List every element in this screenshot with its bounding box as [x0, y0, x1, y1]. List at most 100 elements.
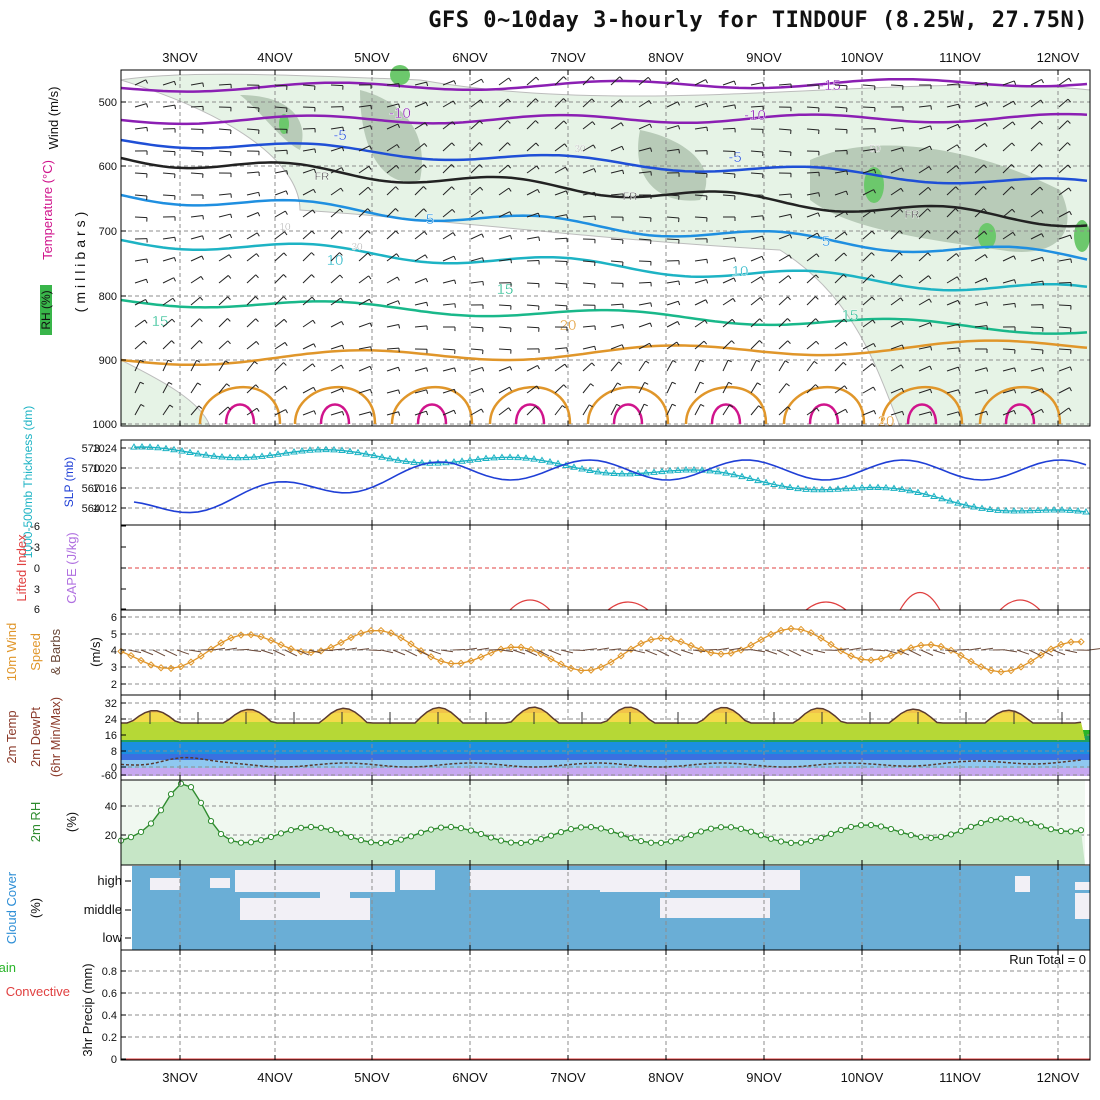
wind-barb-flag: [787, 318, 791, 322]
wind-barb: [274, 149, 288, 152]
wind-speed-marker: [397, 634, 405, 642]
wind-barb-flag: [452, 232, 456, 237]
wind-barb-flag: [451, 142, 455, 147]
wind-barb-flag: [842, 361, 847, 366]
thickness-marker: [234, 453, 242, 461]
thickness-marker: [642, 469, 650, 476]
ylabel-cape: CAPE (J/kg): [64, 532, 79, 604]
wind-barb-flag: [843, 252, 847, 257]
wind-barb-flag: [538, 236, 541, 241]
thickness-marker: [722, 469, 730, 476]
wind-barb-flag: [844, 341, 848, 346]
thickness-marker: [986, 505, 994, 513]
wind-barb: [190, 360, 197, 372]
wind-barb: [442, 142, 453, 152]
wind-barb: [946, 230, 957, 240]
wind-barb: [330, 167, 342, 174]
thickness-marker: [570, 463, 578, 470]
wind-barb-flag: [1039, 142, 1043, 146]
wind-barb-flag: [844, 385, 848, 390]
wind-barb-flag: [368, 166, 372, 170]
thickness-marker: [802, 485, 810, 492]
wind-barb: [526, 236, 539, 240]
wind-barb: [722, 127, 736, 130]
wind-barb: [862, 252, 872, 262]
cloud-fill: [1015, 876, 1030, 892]
rh-marker: [637, 837, 645, 845]
rh-marker: [997, 815, 1005, 822]
temp-contour-30: [710, 403, 742, 425]
wind-barb: [358, 104, 371, 108]
wind-barb: [274, 342, 286, 350]
wind-barb: [356, 648, 370, 651]
wind-barb: [1058, 120, 1068, 130]
wind-barb-flag: [1041, 79, 1044, 84]
wind-barb: [1058, 98, 1069, 108]
wind-barb: [638, 281, 652, 284]
wind-barb: [302, 274, 312, 284]
rh-marker: [847, 823, 855, 831]
wind-barb: [246, 212, 259, 218]
wind-barb: [274, 170, 287, 174]
temp-contour-30: [416, 403, 448, 425]
rh-marker: [647, 839, 655, 846]
temp-contour-30: [906, 403, 938, 425]
wind-barb: [610, 99, 621, 108]
wind-barb-flag: [451, 209, 456, 213]
ylabel-barbs: & Barbs: [48, 628, 63, 675]
wind-barb-flag: [563, 384, 567, 388]
wind-barb-flag: [958, 104, 961, 109]
thickness-marker: [266, 451, 274, 458]
wind-barb-flag: [1014, 279, 1017, 284]
wind-barb-flag: [257, 212, 261, 217]
wind-barb-flag: [986, 82, 989, 87]
wind-barb: [218, 340, 229, 350]
wind-barb-flag: [146, 127, 148, 132]
wind-barb-flag: [145, 299, 148, 304]
wind-barb-flag: [284, 231, 288, 236]
wind-barb: [620, 649, 634, 652]
wind-barb: [386, 276, 398, 284]
rh-marker: [667, 838, 675, 845]
wind-barb-flag: [986, 301, 989, 306]
wind-barb: [806, 171, 820, 174]
wind-barb: [190, 235, 203, 240]
wind-barb-flag: [226, 383, 231, 387]
wind-barb-flag: [618, 361, 623, 365]
wind-barb-flag: [1011, 164, 1015, 168]
wind-barb-flag: [312, 363, 316, 368]
wind-barb: [722, 172, 735, 175]
wind-barb: [526, 165, 538, 174]
wind-barb: [582, 383, 591, 394]
wind-barb-flag: [370, 411, 373, 416]
wind-barb: [974, 122, 986, 130]
wind-barb-flag: [395, 208, 399, 212]
wind-barb-flag: [818, 192, 821, 197]
wind-barb: [476, 647, 490, 651]
rh-marker: [507, 839, 515, 846]
wind-barb: [1040, 649, 1054, 657]
wind-speed-marker: [267, 636, 275, 645]
wind-barb-flag: [902, 147, 905, 152]
wind-speed-marker: [1007, 666, 1015, 675]
wind-barb: [1002, 208, 1013, 218]
wind-barb-flag: [508, 407, 512, 412]
thickness-marker: [290, 448, 298, 455]
wind-barb: [1030, 388, 1043, 394]
wind-barb-flag: [1013, 100, 1016, 105]
wind-barb-flag: [986, 367, 989, 372]
wind-barb: [1002, 409, 1015, 416]
wind-barb: [470, 257, 483, 262]
wind-barb: [134, 319, 146, 328]
wind-barb: [722, 404, 730, 416]
wind-speed-marker: [547, 655, 555, 663]
wind-speed-marker: [857, 655, 865, 663]
wind-barb: [704, 648, 718, 651]
thickness-marker: [514, 453, 522, 461]
rh-marker: [317, 824, 325, 831]
wind-barb: [554, 143, 565, 152]
wind-barb-flag: [846, 170, 849, 175]
wind-barb: [666, 238, 680, 241]
wind-barb: [750, 405, 759, 416]
rh-marker: [417, 829, 425, 836]
